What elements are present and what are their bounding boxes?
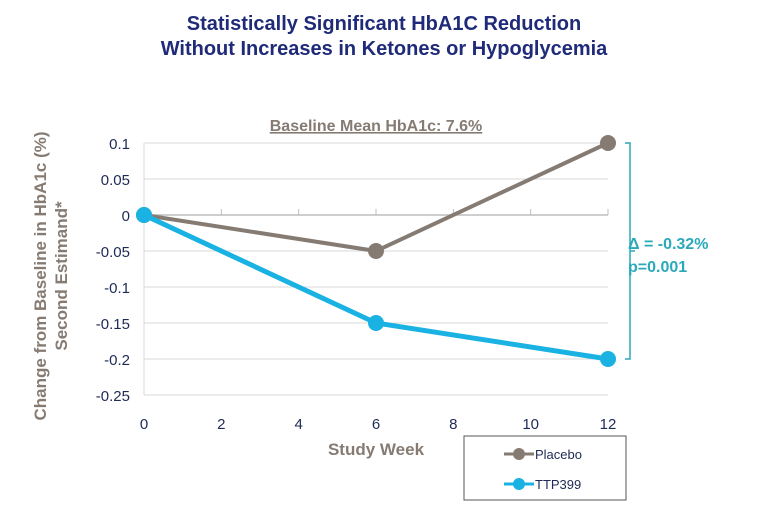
y-tick-label: -0.05 (96, 244, 130, 261)
p-value-annotation: p=0.001 (628, 259, 687, 276)
data-point-ttp399 (600, 351, 616, 367)
difference-bracket (625, 142, 635, 360)
x-tick-label: 8 (449, 416, 457, 433)
x-tick-label: 2 (217, 416, 225, 433)
series-line-placebo (143, 141, 609, 254)
legend-label: TTP399 (535, 477, 581, 492)
x-tick-label: 0 (140, 416, 148, 433)
x-tick-label: 10 (522, 416, 539, 433)
legend-item-ttp399: TTP399 (504, 477, 581, 492)
y-tick-label: 0.1 (109, 136, 130, 153)
legend-item-placebo: Placebo (504, 447, 582, 462)
series-lines (136, 135, 616, 367)
x-tick-label: 6 (372, 416, 380, 433)
y-axis-label-line-1: Change from Baseline in HbA1c (%) (31, 131, 50, 420)
y-tick-label: -0.1 (104, 280, 130, 297)
x-axis-label: Study Week (328, 440, 425, 459)
data-point-placebo (368, 243, 384, 259)
chart-subtitle: Baseline Mean HbA1c: 7.6% (270, 118, 483, 135)
legend: Placebo TTP399 (463, 435, 627, 501)
delta-annotation: Δ = -0.32% (628, 236, 708, 253)
y-tick-label: -0.15 (96, 316, 130, 333)
y-axis-label-line-2: Second Estimand* (52, 201, 71, 351)
grid (143, 142, 609, 396)
title-line-1: Statistically Significant HbA1C Reductio… (186, 13, 582, 35)
data-point-ttp399 (368, 315, 384, 331)
chart-title: Statistically Significant HbA1C Reductio… (0, 12, 768, 62)
x-tick-label: 4 (294, 416, 302, 433)
title-line-2: Without Increases in Ketones or Hypoglyc… (160, 38, 608, 60)
y-axis-label: Change from Baseline in HbA1c (%) Second… (31, 131, 71, 420)
y-tick-label: -0.2 (104, 352, 130, 369)
axis-ticks: 0.1 0.05 0 -0.05 -0.1 -0.15 -0.2 -0.25 0 2 4 6 8 10 12 (96, 136, 617, 433)
x-tick-label: 12 (600, 416, 617, 433)
y-tick-label: 0 (122, 208, 130, 225)
y-tick-label: -0.25 (96, 388, 130, 405)
legend-box (463, 435, 627, 501)
legend-swatch-marker (513, 448, 525, 460)
legend-label: Placebo (535, 447, 582, 462)
legend-swatch-marker (513, 478, 525, 490)
y-tick-label: 0.05 (101, 172, 130, 189)
data-point-ttp399 (136, 207, 152, 223)
data-point-placebo (600, 135, 616, 151)
